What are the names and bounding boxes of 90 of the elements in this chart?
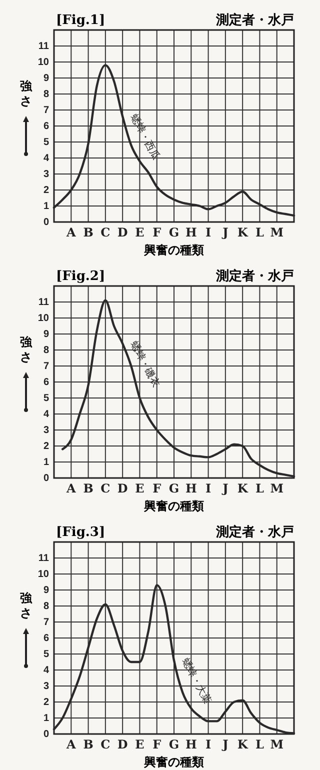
y-tick-label: 3 xyxy=(43,425,50,436)
x-tick-label: H xyxy=(185,738,197,752)
y-tick-label: 5 xyxy=(43,137,50,148)
y-tick-label: 8 xyxy=(43,89,50,100)
y-tick-label: 1 xyxy=(43,201,50,212)
text: 蟋蟀・西瓜 xyxy=(128,112,162,162)
x-tick-label: K xyxy=(237,738,248,752)
x-tick-label: H xyxy=(185,482,197,496)
x-tick-label: J xyxy=(222,482,229,496)
chart-subtitle: 測定者・水戸 xyxy=(215,12,294,28)
text: 蟋蟀・磯衣 xyxy=(128,339,162,390)
x-tick-label: G xyxy=(168,482,180,496)
x-tick-label: E xyxy=(135,482,144,496)
y-tick-label: 4 xyxy=(43,153,50,164)
y-tick-label: 8 xyxy=(43,345,50,356)
y-axis-title: 強さ xyxy=(20,591,33,620)
y-tick-label: 3 xyxy=(43,681,50,692)
y-tick-label: 6 xyxy=(43,121,50,132)
text: 蟋蟀・大葉 xyxy=(179,656,214,706)
x-tick-label: M xyxy=(270,738,284,752)
x-tick-label: C xyxy=(100,738,110,752)
y-tick-label: 6 xyxy=(43,377,50,388)
x-tick-label: F xyxy=(152,226,162,240)
y-tick-label: 11 xyxy=(38,297,50,308)
y-tick-label: 4 xyxy=(43,409,50,420)
chart-title: [Fig.2] xyxy=(56,269,106,284)
chart-title: [Fig.1] xyxy=(56,13,106,28)
x-tick-label: I xyxy=(205,738,212,752)
x-tick-label: E xyxy=(135,738,144,752)
x-tick-label: E xyxy=(135,226,144,240)
x-tick-label: G xyxy=(168,738,180,752)
y-tick-label: 9 xyxy=(43,329,50,340)
x-tick-label: L xyxy=(255,738,264,752)
x-tick-label: B xyxy=(83,226,94,240)
y-tick-label: 3 xyxy=(43,169,50,180)
y-tick-label: 5 xyxy=(43,649,50,660)
y-tick-label: 7 xyxy=(43,105,50,116)
y-tick-label: 4 xyxy=(43,665,50,676)
x-tick-label: A xyxy=(65,482,76,496)
x-tick-label: A xyxy=(65,738,76,752)
y-tick-label: 11 xyxy=(38,553,50,564)
x-tick-label: D xyxy=(117,226,128,240)
x-tick-label: D xyxy=(117,482,128,496)
x-tick-label: L xyxy=(255,226,264,240)
y-tick-label: 0 xyxy=(43,473,50,484)
chart-title: [Fig.3] xyxy=(56,525,106,540)
y-tick-label: 7 xyxy=(43,361,50,372)
y-tick-label: 9 xyxy=(43,73,50,84)
x-tick-label: J xyxy=(222,738,229,752)
x-tick-label: K xyxy=(237,226,248,240)
x-tick-label: F xyxy=(152,738,162,752)
y-tick-label: 10 xyxy=(38,569,50,580)
x-tick-label: F xyxy=(152,482,162,496)
y-tick-label: 10 xyxy=(38,57,50,68)
y-tick-label: 2 xyxy=(43,697,50,708)
x-tick-label: I xyxy=(205,482,212,496)
y-tick-label: 11 xyxy=(38,41,50,52)
x-tick-label: C xyxy=(100,226,110,240)
y-tick-label: 0 xyxy=(43,217,50,228)
y-axis-title: 強さ xyxy=(20,79,33,108)
y-tick-label: 0 xyxy=(43,729,50,740)
y-tick-label: 1 xyxy=(43,713,50,724)
x-tick-label: K xyxy=(237,482,248,496)
x-tick-label: J xyxy=(222,226,229,240)
x-tick-label: B xyxy=(83,738,94,752)
x-tick-label: H xyxy=(185,226,197,240)
y-tick-label: 8 xyxy=(43,601,50,612)
y-tick-label: 5 xyxy=(43,393,50,404)
x-tick-label: L xyxy=(255,482,264,496)
x-tick-label: M xyxy=(270,482,284,496)
x-tick-label: B xyxy=(83,482,94,496)
y-tick-label: 2 xyxy=(43,441,50,452)
x-tick-label: C xyxy=(100,482,110,496)
x-tick-label: I xyxy=(205,226,212,240)
x-tick-label: G xyxy=(168,226,180,240)
x-tick-label: M xyxy=(270,226,284,240)
x-tick-label: D xyxy=(117,738,128,752)
y-tick-label: 1 xyxy=(43,457,50,468)
x-axis-title: 興奮の種類 xyxy=(143,755,204,769)
y-tick-label: 7 xyxy=(43,617,50,628)
y-axis-title: 強さ xyxy=(20,335,33,364)
y-tick-label: 6 xyxy=(43,633,50,644)
x-axis-title: 興奮の種類 xyxy=(143,243,204,257)
x-axis-title: 興奮の種類 xyxy=(143,499,204,513)
chart-subtitle: 測定者・水戸 xyxy=(215,524,294,540)
y-tick-label: 10 xyxy=(38,313,50,324)
y-tick-label: 2 xyxy=(43,185,50,196)
chart-subtitle: 測定者・水戸 xyxy=(215,268,294,284)
x-tick-label: A xyxy=(65,226,76,240)
y-tick-label: 9 xyxy=(43,585,50,596)
